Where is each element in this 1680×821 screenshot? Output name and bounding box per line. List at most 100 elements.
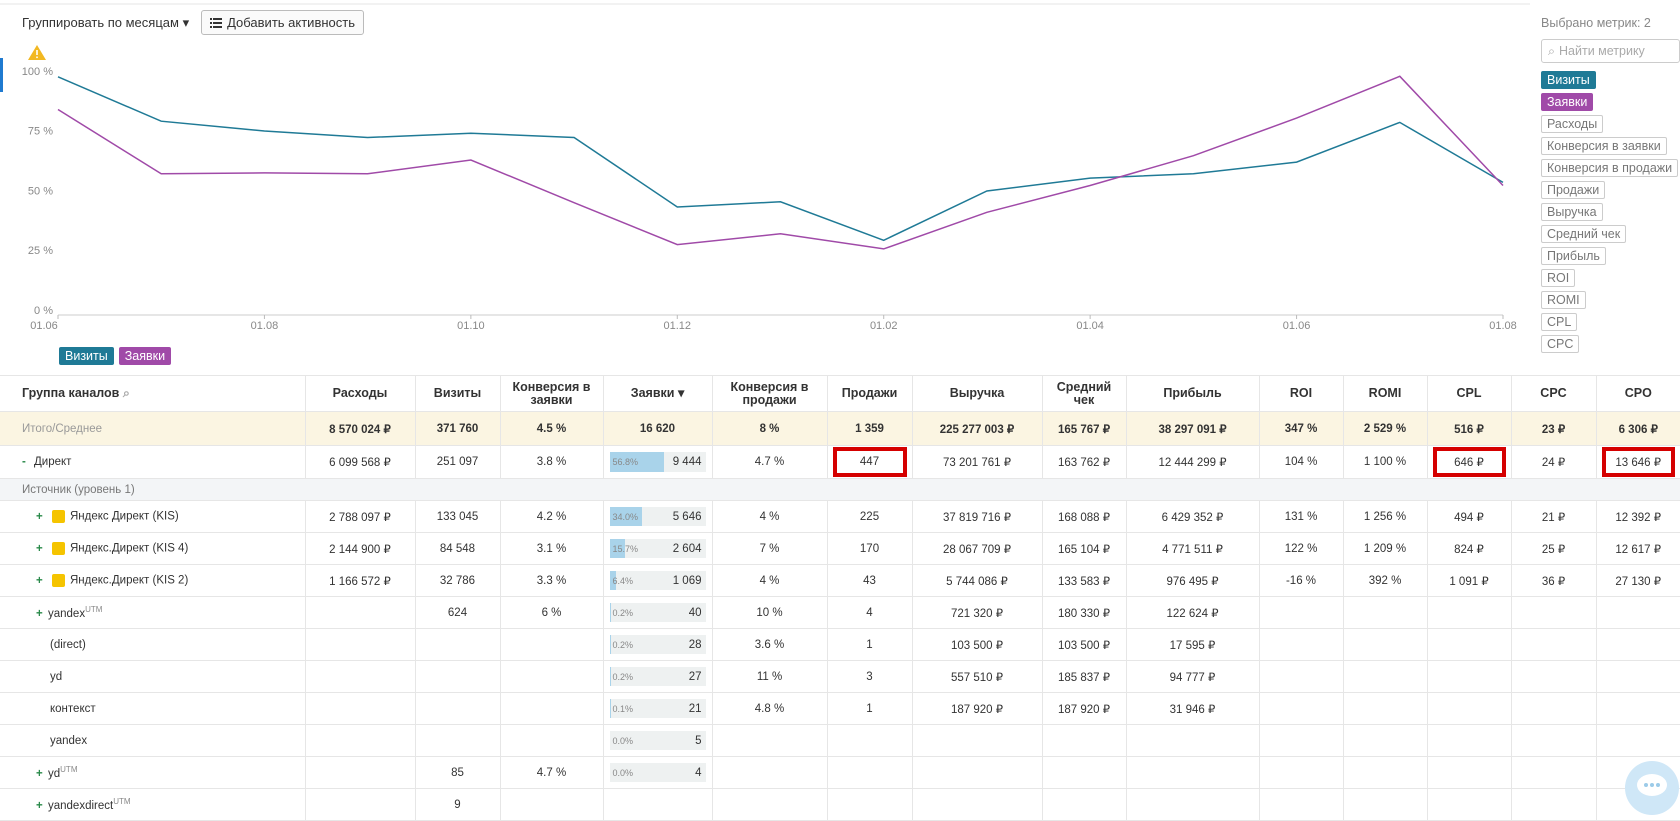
cell xyxy=(1126,725,1259,757)
column-header[interactable]: CPC xyxy=(1511,376,1596,412)
column-header[interactable]: ROI xyxy=(1259,376,1343,412)
cell xyxy=(1259,725,1343,757)
cell-value: 36 ₽ xyxy=(1542,576,1565,588)
warning-icon xyxy=(28,45,46,60)
column-header[interactable]: Конверсия в продажи xyxy=(712,376,827,412)
metric-chip[interactable]: Расходы xyxy=(1541,115,1603,133)
metric-chip[interactable]: Заявки xyxy=(1541,93,1593,111)
metric-chip[interactable]: Продажи xyxy=(1541,181,1605,199)
cell: 1 166 572 ₽ xyxy=(305,565,415,597)
metric-chip[interactable]: CPC xyxy=(1541,335,1579,353)
cell: 3.3 % xyxy=(500,565,603,597)
metric-chip[interactable]: Средний чек xyxy=(1541,225,1626,243)
cell-value: 721 320 ₽ xyxy=(951,608,1003,620)
column-header[interactable]: Конверсия в заявки xyxy=(500,376,603,412)
cell: 4.2 % xyxy=(500,501,603,533)
cell: 9 xyxy=(415,789,500,821)
column-header[interactable]: Выручка xyxy=(912,376,1042,412)
cell: 84 548 xyxy=(415,533,500,565)
cell-value: 5 646 xyxy=(673,507,702,526)
metric-chip[interactable]: Выручка xyxy=(1541,203,1603,221)
column-header[interactable]: Визиты xyxy=(415,376,500,412)
metric-search[interactable]: ⌕Найти метрику xyxy=(1541,39,1680,63)
column-title: ROI xyxy=(1290,386,1312,400)
expand-toggle[interactable]: - xyxy=(22,456,34,468)
cell: 165 767 ₽ xyxy=(1042,412,1126,446)
x-tick-label: 01.10 xyxy=(457,320,485,332)
cell-value: 38 297 091 ₽ xyxy=(1158,424,1226,436)
cell-value: 1 069 xyxy=(673,571,702,590)
expand-toggle[interactable]: + xyxy=(36,543,48,555)
group-select[interactable]: Группировать по месяцам ▾ xyxy=(22,15,189,31)
column-header[interactable]: Заявки ▾ xyxy=(603,376,712,412)
metric-chip[interactable]: Конверсия в продажи xyxy=(1541,159,1678,177)
cell: 624 xyxy=(415,597,500,629)
cell-value: 225 xyxy=(860,511,879,523)
cell-value: 133 045 xyxy=(437,511,479,523)
column-header[interactable]: CPO xyxy=(1596,376,1680,412)
list-icon xyxy=(210,18,222,28)
column-header[interactable]: Группа каналов ⌕ xyxy=(0,376,305,412)
cell: 976 495 ₽ xyxy=(1126,565,1259,597)
cell xyxy=(1511,789,1596,821)
row-label: (direct) xyxy=(50,639,86,651)
row-label: yandex xyxy=(50,735,87,747)
column-header[interactable]: Расходы xyxy=(305,376,415,412)
cell-value: 1 xyxy=(866,703,872,715)
cell-value: 94 777 ₽ xyxy=(1170,672,1216,684)
series-line xyxy=(58,77,1503,241)
metric-chip[interactable]: ROI xyxy=(1541,269,1575,287)
cell xyxy=(1427,757,1511,789)
add-activity[interactable]: Добавить активность xyxy=(201,10,364,35)
cell xyxy=(1511,757,1596,789)
cell: 3 xyxy=(827,661,912,693)
cell: 122 % xyxy=(1259,533,1343,565)
legend-item[interactable]: Визиты xyxy=(59,347,114,365)
metric-chip[interactable]: CPL xyxy=(1541,313,1577,331)
cell: -16 % xyxy=(1259,565,1343,597)
cell xyxy=(1126,757,1259,789)
cell xyxy=(305,725,415,757)
cell-value: 3.8 % xyxy=(537,456,566,468)
cell xyxy=(1343,693,1427,725)
label-tag: UTM xyxy=(60,765,77,774)
metric-chip[interactable]: Конверсия в заявки xyxy=(1541,137,1667,155)
expand-toggle[interactable]: + xyxy=(36,511,48,523)
row-label-cell: -Директ xyxy=(0,446,305,479)
column-header[interactable]: ROMI xyxy=(1343,376,1427,412)
cell: 557 510 ₽ xyxy=(912,661,1042,693)
cell xyxy=(500,789,603,821)
share-bar: 0.0%4 xyxy=(610,763,706,782)
cell: 180 330 ₽ xyxy=(1042,597,1126,629)
cell-value: 3.6 % xyxy=(755,639,784,651)
metric-chip[interactable]: Визиты xyxy=(1541,71,1596,89)
column-header[interactable]: Продажи xyxy=(827,376,912,412)
expand-toggle[interactable]: + xyxy=(36,608,48,620)
cell: 24 ₽ xyxy=(1511,446,1596,479)
column-title: Продажи xyxy=(842,386,898,400)
metric-chip[interactable]: ROMI xyxy=(1541,291,1586,309)
expand-toggle[interactable]: + xyxy=(36,768,48,780)
cell xyxy=(1343,629,1427,661)
cell xyxy=(712,757,827,789)
metric-chip[interactable]: Прибыль xyxy=(1541,247,1606,265)
cell: 2 144 900 ₽ xyxy=(305,533,415,565)
cell xyxy=(305,789,415,821)
cell-value: 4 xyxy=(695,763,701,782)
cell: 225 277 003 ₽ xyxy=(912,412,1042,446)
cell: 371 760 xyxy=(415,412,500,446)
expand-toggle[interactable]: + xyxy=(36,575,48,587)
expand-toggle[interactable]: + xyxy=(36,800,48,812)
cell-value: 187 920 ₽ xyxy=(951,704,1003,716)
column-header[interactable]: Средний чек xyxy=(1042,376,1126,412)
column-header[interactable]: CPL xyxy=(1427,376,1511,412)
column-header[interactable]: Прибыль xyxy=(1126,376,1259,412)
chat-button[interactable] xyxy=(1624,760,1680,816)
legend-item[interactable]: Заявки xyxy=(119,347,171,365)
cell: 187 920 ₽ xyxy=(912,693,1042,725)
cell: 5 744 086 ₽ xyxy=(912,565,1042,597)
cell-value: 163 762 ₽ xyxy=(1058,457,1110,469)
y-tick-label: 25 % xyxy=(28,245,53,257)
